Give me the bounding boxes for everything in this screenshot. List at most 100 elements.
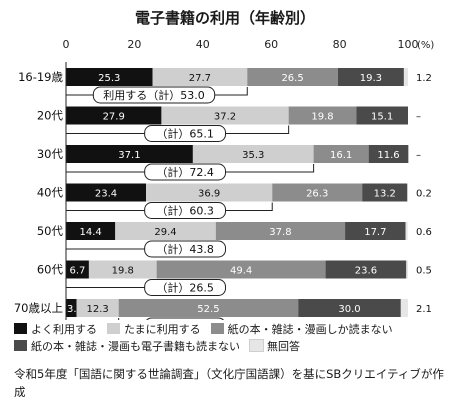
category-label: 60代 bbox=[37, 263, 64, 277]
total-label: 利用する（計）53.0 bbox=[103, 88, 205, 102]
legend-label: よく利用する bbox=[31, 322, 97, 336]
x-tick-label: 60 bbox=[264, 38, 278, 51]
total-label-box bbox=[144, 279, 226, 296]
source-note: 令和5年度「国語に関する世論調査」（文化庁国語課）を基にSBクリエイティブが作成 bbox=[14, 367, 444, 399]
legend-label: 紙の本・雑誌・漫画しか読まない bbox=[227, 322, 393, 336]
data-label: 26.5 bbox=[281, 73, 303, 84]
data-label-no-answer: 0.6 bbox=[416, 227, 432, 238]
bar-segment bbox=[152, 68, 248, 86]
bar-segment bbox=[66, 260, 89, 279]
bar-segment bbox=[66, 106, 162, 125]
bar-segment bbox=[362, 183, 408, 202]
category-label: 16-19歳 bbox=[18, 70, 63, 84]
total-bracket bbox=[65, 279, 158, 288]
total-label: （計）15.4 bbox=[156, 319, 214, 320]
x-tick-label: 40 bbox=[196, 38, 210, 51]
total-label: （計）60.3 bbox=[156, 204, 214, 218]
data-label: 25.3 bbox=[98, 73, 120, 84]
data-label: 13.2 bbox=[374, 189, 396, 200]
bar-segment bbox=[115, 222, 216, 240]
bar-segment bbox=[66, 68, 153, 86]
legend-label: 無回答 bbox=[267, 339, 300, 353]
data-label: 30.0 bbox=[338, 304, 360, 315]
x-tick-label: 0 bbox=[63, 38, 70, 51]
bar-segment bbox=[337, 68, 404, 86]
data-label-no-answer: 0.2 bbox=[416, 189, 432, 200]
total-label: （計）72.4 bbox=[156, 165, 214, 179]
bar-segment bbox=[192, 145, 314, 163]
total-label-box bbox=[144, 163, 226, 181]
data-label: 35.3 bbox=[242, 150, 264, 161]
bar-segment bbox=[345, 222, 406, 240]
bar-segment bbox=[400, 299, 408, 317]
data-label-no-answer: – bbox=[416, 150, 421, 161]
data-label: 19.8 bbox=[112, 266, 134, 277]
data-label: 27.9 bbox=[103, 112, 125, 123]
total-label-box bbox=[144, 240, 226, 258]
data-label-no-answer: – bbox=[416, 112, 421, 123]
legend-swatch bbox=[249, 339, 264, 352]
data-label: 37.1 bbox=[118, 150, 140, 161]
legend-item: 紙の本・雑誌・漫画も電子書籍も読まない bbox=[14, 337, 240, 354]
data-label: 23.4 bbox=[95, 189, 117, 200]
total-label: （計）26.5 bbox=[156, 281, 214, 295]
total-label-box bbox=[144, 125, 226, 142]
x-tick-label: 100 bbox=[398, 38, 419, 51]
x-tick-label: 80 bbox=[333, 38, 347, 51]
data-label-no-answer: 1.2 bbox=[416, 73, 432, 84]
bar-segment bbox=[66, 299, 77, 317]
category-label: 50代 bbox=[37, 224, 64, 238]
data-label: 36.9 bbox=[198, 189, 220, 200]
data-label-no-answer: 2.1 bbox=[416, 304, 432, 315]
data-label-no-answer: 0.5 bbox=[416, 266, 432, 277]
category-label: 30代 bbox=[37, 147, 64, 161]
bar-segment bbox=[272, 183, 363, 202]
data-label: 26.3 bbox=[306, 189, 328, 200]
total-label: （計）65.1 bbox=[156, 127, 214, 141]
legend-label: 紙の本・雑誌・漫画も電子書籍も読まない bbox=[31, 339, 240, 353]
bar-segment bbox=[66, 145, 193, 163]
legend-swatch bbox=[14, 323, 27, 334]
data-label: 27.7 bbox=[189, 73, 211, 84]
bar-segment bbox=[405, 222, 408, 240]
data-label: 29.4 bbox=[154, 227, 176, 238]
bar-segment bbox=[407, 183, 408, 202]
bar-segment bbox=[313, 145, 369, 163]
category-label: 40代 bbox=[37, 186, 64, 200]
data-label: 49.4 bbox=[230, 266, 252, 277]
data-label: 19.3 bbox=[360, 73, 382, 84]
bar-segment bbox=[298, 299, 401, 317]
bar-segment bbox=[215, 222, 346, 240]
data-label: 19.8 bbox=[311, 112, 333, 123]
bar-segment bbox=[156, 260, 326, 279]
bar-segment bbox=[118, 299, 299, 317]
chart-title: 電子書籍の利用（年齢別） bbox=[134, 9, 315, 27]
chart-legend: よく利用する たまに利用する 紙の本・雑誌・漫画しか読まない紙の本・雑誌・漫画も電子… bbox=[14, 320, 444, 354]
category-label: 70歳以上 bbox=[14, 301, 63, 315]
bar-segment bbox=[76, 299, 119, 317]
data-label: 3.1 bbox=[67, 304, 83, 315]
data-label: 17.7 bbox=[364, 227, 386, 238]
data-label: 23.6 bbox=[355, 266, 377, 277]
bar-segment bbox=[247, 68, 338, 86]
bar-segment bbox=[403, 68, 408, 86]
total-label-box bbox=[144, 202, 226, 219]
bar-segment bbox=[325, 260, 407, 279]
data-label: 6.7 bbox=[70, 266, 86, 277]
data-label: 14.4 bbox=[79, 227, 101, 238]
bar-segment bbox=[66, 183, 147, 202]
bar-segment bbox=[368, 145, 409, 163]
bar-segment bbox=[406, 260, 408, 279]
legend-item: よく利用する bbox=[14, 320, 97, 337]
legend-item: 紙の本・雑誌・漫画しか読まない bbox=[210, 320, 393, 337]
total-label-box bbox=[146, 317, 225, 320]
legend-item: たまに利用する bbox=[107, 320, 201, 337]
bar-segment bbox=[356, 106, 408, 125]
legend-swatch bbox=[107, 323, 120, 334]
legend-swatch bbox=[210, 323, 224, 334]
legend-item: 無回答 bbox=[249, 337, 300, 354]
data-label: 12.3 bbox=[87, 304, 109, 315]
bar-segment bbox=[161, 106, 289, 125]
bar-segment bbox=[66, 222, 116, 240]
total-label: （計）43.8 bbox=[156, 242, 214, 256]
